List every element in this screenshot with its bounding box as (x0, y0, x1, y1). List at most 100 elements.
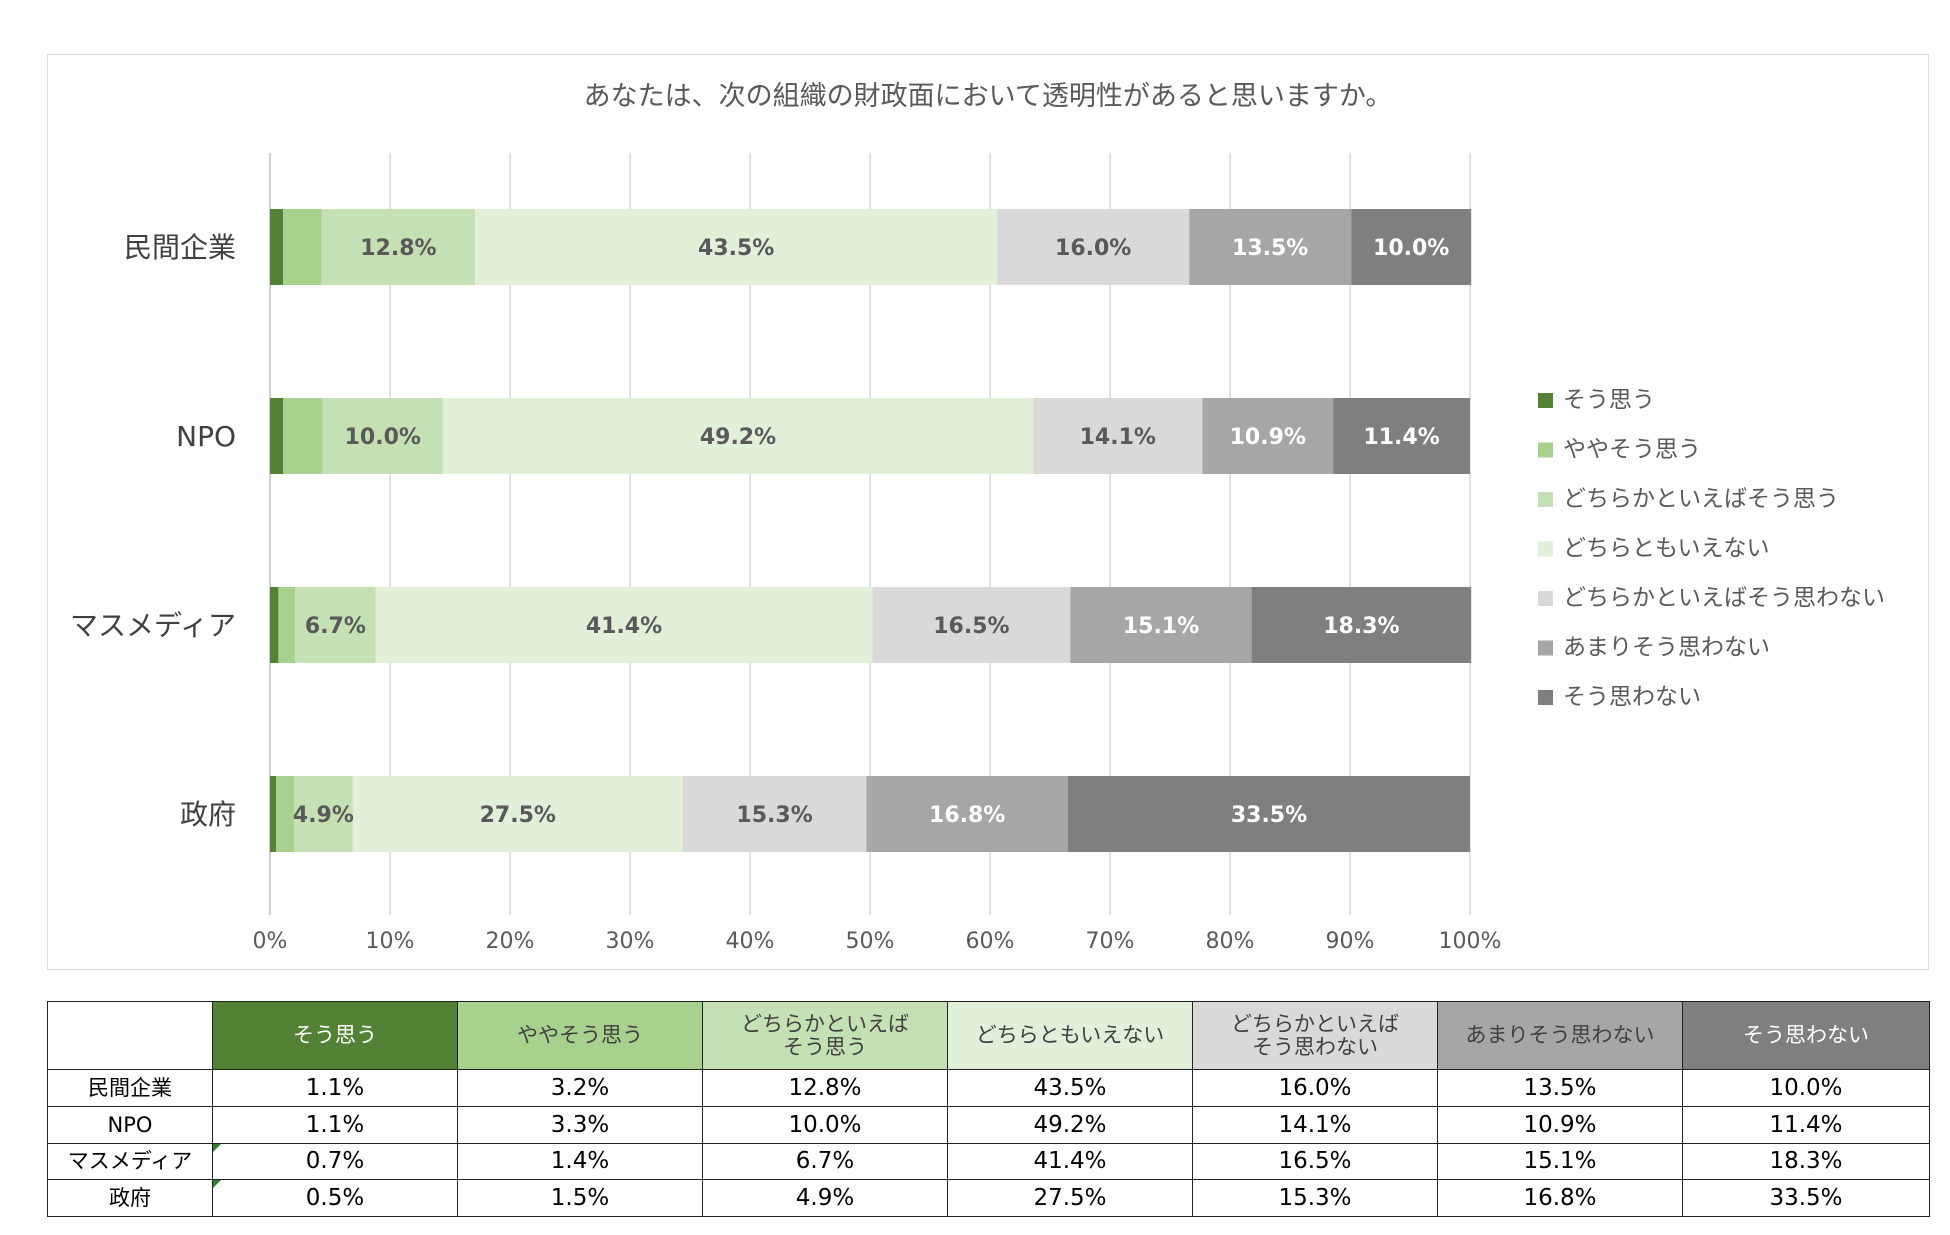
data-label: 4.9% (293, 803, 354, 828)
bar-segment (352, 776, 683, 852)
legend: そう思うややそう思うどちらかといえばそう思うどちらともいえないどちらかといえばそ… (1538, 387, 1885, 710)
data-label: 49.2% (700, 425, 776, 450)
table-cell: 41.4% (947, 1142, 1193, 1181)
x-tick-label: 100% (1439, 929, 1502, 954)
legend-swatch (1538, 640, 1553, 656)
data-label: 15.3% (736, 803, 812, 828)
x-tick-label: 90% (1326, 929, 1375, 954)
bar-segment (294, 776, 353, 852)
table-cell: 49.2% (947, 1105, 1193, 1144)
bar-segment (1189, 209, 1352, 285)
bar-segment (1068, 776, 1470, 852)
data-label: 18.3% (1323, 614, 1399, 639)
bar-segment (270, 587, 279, 663)
table-cell: 15.1% (1437, 1142, 1683, 1181)
cell-marker-icon (213, 1143, 221, 1152)
bar-segment (283, 209, 322, 285)
bar-segment (866, 776, 1068, 852)
chart-frame: あなたは、次の組織の財政面において透明性があると思いますか。 12.8% 43.5… (47, 54, 1929, 970)
x-tick-label: 30% (606, 929, 655, 954)
table-header-cell: どちらともいえない (947, 1001, 1193, 1070)
table-cell: 13.5% (1437, 1069, 1683, 1107)
table-header-row: そう思う ややそう思う どちらかといえば そう思う どちらともいえない どちらか… (47, 1001, 1930, 1070)
data-label: 16.0% (1055, 236, 1131, 261)
bars (270, 209, 1472, 852)
bar-segment (1070, 587, 1252, 663)
data-label: 14.1% (1080, 425, 1156, 450)
chart-title: あなたは、次の組織の財政面において透明性があると思いますか。 (584, 81, 1393, 112)
table-row-label: マスメディア (47, 1142, 213, 1181)
data-label: 10.0% (1373, 236, 1449, 261)
table-header-cell: そう思わない (1682, 1001, 1930, 1070)
bar-segment (270, 776, 276, 852)
bar-segment (1202, 398, 1334, 474)
table-cell: 10.9% (1437, 1105, 1683, 1144)
table-header-cell: あまりそう思わない (1437, 1001, 1683, 1070)
table-cell: 1.1% (212, 1105, 458, 1144)
table-cell: 3.2% (457, 1069, 703, 1107)
legend-label: そう思う (1563, 387, 1655, 413)
table-row: 民間企業 1.1% 3.2% 12.8% 43.5% 16.0% 13.5% 1… (47, 1069, 1930, 1107)
axes: 0% 10% 20% 30% 40% 50% 60% 70% 80% 90% 100% 民間企業 NPO… (70, 231, 1502, 954)
legend-swatch (1538, 591, 1553, 606)
table-header-cell: どちらかといえば そう思わない (1192, 1001, 1438, 1070)
legend-label: そう思わない (1563, 684, 1701, 710)
bar-segment (475, 209, 998, 285)
bar-segment (270, 398, 284, 474)
table-row: NPO 1.1% 3.3% 10.0% 49.2% 14.1% 10.9% 11… (47, 1105, 1930, 1144)
data-label: 11.4% (1363, 425, 1439, 450)
x-tick-label: 20% (486, 929, 535, 954)
legend-label: どちらともいえない (1563, 536, 1770, 562)
table-cell: 11.4% (1682, 1105, 1930, 1144)
data-label: 10.9% (1230, 425, 1306, 450)
data-label: 27.5% (480, 803, 556, 828)
data-label: 12.8% (360, 236, 436, 261)
legend-swatch (1538, 393, 1553, 408)
legend-swatch (1538, 541, 1553, 557)
data-label: 16.5% (933, 614, 1009, 639)
bar-segment (442, 398, 1034, 474)
table-header-cell: どちらかといえば そう思う (702, 1001, 948, 1070)
bar-segment (283, 398, 323, 474)
table-cell: 16.8% (1437, 1179, 1683, 1217)
table-corner-cell (47, 1001, 213, 1070)
bar-segment (682, 776, 867, 852)
table-cell: 16.0% (1192, 1069, 1438, 1107)
x-tick-label: 80% (1206, 929, 1255, 954)
category-label: NPO (176, 420, 236, 453)
bar-segment (375, 587, 873, 663)
legend-label: どちらかといえばそう思う (1563, 486, 1839, 512)
table-cell: 1.1% (212, 1069, 458, 1107)
table-cell: 43.5% (947, 1069, 1193, 1107)
bar-segment (1351, 209, 1472, 285)
bar-segment (1251, 587, 1472, 663)
data-label: 6.7% (305, 614, 366, 639)
x-tick-label: 70% (1086, 929, 1135, 954)
legend-label: あまりそう思わない (1563, 635, 1770, 661)
table-cell: 14.1% (1192, 1105, 1438, 1144)
legend-swatch (1538, 690, 1553, 705)
table-cell: 18.3% (1682, 1142, 1930, 1181)
table-cell: 33.5% (1682, 1179, 1930, 1217)
table-cell: 16.5% (1192, 1142, 1438, 1181)
table-row: 政府 0.5% 1.5% 4.9% 27.5% 15.3% 16.8% 33.5… (47, 1179, 1930, 1217)
x-tick-label: 40% (726, 929, 775, 954)
category-label: 政府 (180, 798, 236, 831)
bar-segment (321, 209, 476, 285)
table-row-label: NPO (47, 1105, 213, 1144)
table-cell: 6.7% (702, 1142, 948, 1181)
data-label: 16.8% (929, 803, 1005, 828)
cell-marker-icon (213, 1180, 221, 1189)
table-row: マスメディア 0.7% 1.4% 6.7% 41.4% 16.5% 15.1% … (47, 1142, 1930, 1181)
bar-segment (276, 776, 294, 852)
table-cell: 0.5% (212, 1179, 458, 1217)
table-cell: 3.3% (457, 1105, 703, 1144)
bar-segment (322, 398, 443, 474)
table-cell: 0.7% (212, 1142, 458, 1181)
stacked-bar-chart: あなたは、次の組織の財政面において透明性があると思いますか。 12.8% 43.5… (70, 81, 1885, 954)
table-row-label: 政府 (47, 1179, 213, 1217)
data-label: 33.5% (1231, 803, 1307, 828)
table-cell: 4.9% (702, 1179, 948, 1217)
bar-segment (997, 209, 1190, 285)
x-tick-label: 0% (253, 929, 288, 954)
